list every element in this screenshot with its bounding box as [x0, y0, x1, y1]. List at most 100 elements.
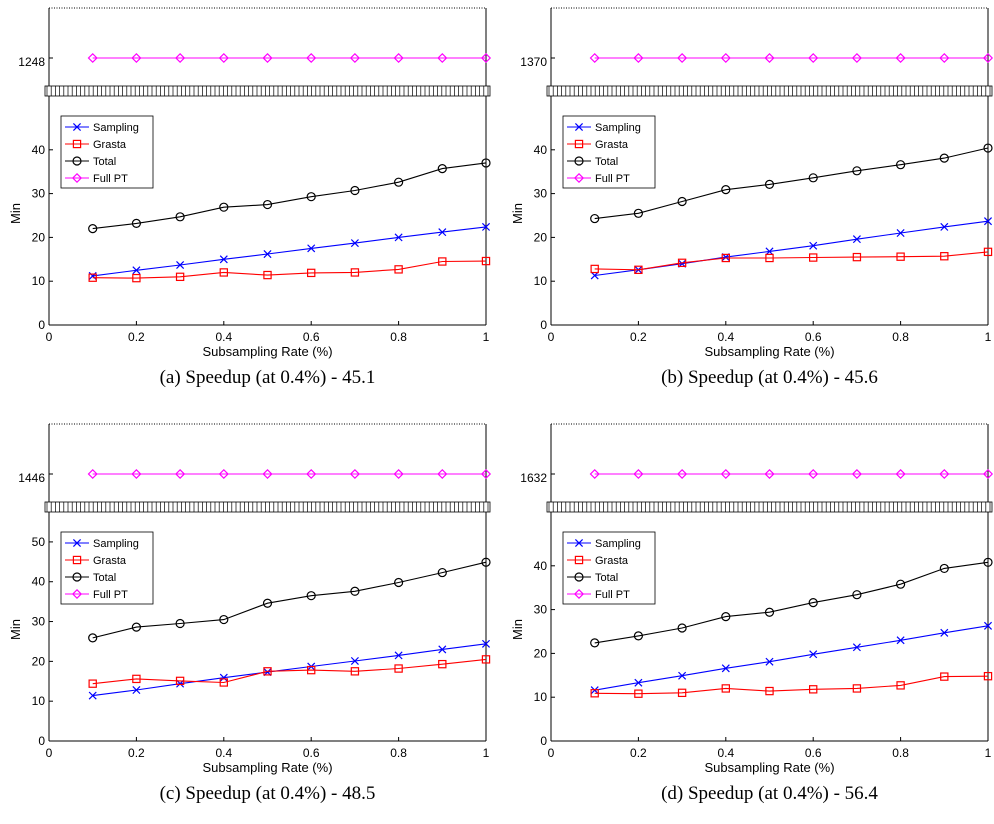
x-axis-label: Subsampling Rate (%) — [704, 760, 834, 775]
data-point — [677, 688, 687, 698]
subfigure-caption: (d) Speedup (at 0.4%) - 56.4 — [661, 783, 878, 804]
data-point — [896, 228, 905, 238]
data-point — [481, 222, 491, 231]
data-point — [437, 52, 448, 64]
x-tick-label: 0.8 — [390, 330, 407, 344]
data-point — [895, 52, 906, 64]
data-point — [983, 143, 993, 153]
legend-marker — [573, 172, 585, 184]
series-line — [594, 625, 989, 691]
series-grasta — [590, 671, 993, 698]
data-point — [809, 685, 818, 694]
y-tick-label: 0 — [540, 318, 547, 332]
data-point — [983, 217, 993, 226]
series-grasta — [88, 655, 491, 688]
data-point — [939, 468, 950, 480]
series-full-pt — [589, 468, 994, 480]
data-point — [263, 270, 272, 280]
data-point — [677, 196, 687, 207]
data-point — [262, 468, 273, 480]
x-tick-label: 0.6 — [303, 330, 320, 344]
data-point — [983, 621, 993, 630]
data-point — [480, 52, 492, 64]
legend: Sampling Grasta Total Full PT — [60, 115, 154, 189]
data-point — [350, 586, 360, 596]
data-point — [481, 557, 491, 567]
x-tick-label: 0.2 — [630, 746, 647, 760]
legend: Sampling Grasta Total Full PT — [60, 531, 154, 605]
data-point — [394, 577, 404, 588]
data-point — [765, 657, 774, 666]
data-point — [132, 266, 141, 275]
axis-break — [546, 85, 993, 97]
y-tick-label: 30 — [534, 187, 548, 201]
x-tick-label: 0 — [46, 746, 53, 760]
y-tick-label: 20 — [32, 230, 46, 244]
data-point — [677, 258, 687, 268]
series-sampling — [590, 217, 993, 280]
y-tick-label: 0 — [38, 734, 45, 748]
data-point — [88, 224, 98, 234]
legend-label: Total — [595, 156, 618, 168]
data-point — [88, 691, 97, 700]
data-point — [350, 239, 359, 248]
y-tick-label: 30 — [32, 187, 46, 201]
x-tick-label: 0.2 — [128, 746, 145, 760]
y-tick-label: 10 — [534, 690, 548, 704]
data-point — [480, 468, 492, 480]
data-point — [939, 563, 949, 574]
x-tick-label: 0.6 — [805, 330, 822, 344]
x-tick-label: 1 — [985, 746, 992, 760]
legend-label: Sampling — [93, 538, 139, 550]
data-point — [982, 52, 994, 64]
data-point — [350, 656, 359, 665]
data-point — [764, 468, 775, 480]
break-value-label: 1370 — [520, 55, 547, 69]
x-tick-label: 0.4 — [215, 746, 232, 760]
legend-label: Grasta — [595, 139, 629, 151]
data-point — [394, 177, 404, 187]
x-tick-label: 0 — [46, 330, 53, 344]
data-point — [307, 268, 316, 278]
y-tick-label: 10 — [32, 274, 46, 288]
series-grasta — [590, 247, 993, 275]
data-point — [721, 253, 730, 263]
data-point — [808, 597, 818, 608]
y-axis-label: Min — [8, 203, 23, 224]
data-point — [481, 655, 491, 664]
y-axis-label: Min — [510, 203, 525, 224]
data-point — [764, 607, 775, 617]
data-point — [896, 636, 905, 645]
y-tick-label: 40 — [534, 143, 548, 157]
x-tick-label: 0 — [548, 746, 555, 760]
legend-marker — [574, 156, 584, 166]
data-point — [896, 579, 906, 589]
data-point — [940, 628, 949, 637]
data-point — [808, 173, 818, 183]
data-point — [677, 623, 687, 633]
data-point — [940, 222, 949, 231]
data-point — [132, 674, 141, 684]
y-tick-label: 40 — [32, 575, 46, 589]
legend-marker — [574, 122, 584, 132]
legend: Sampling Grasta Total Full PT — [562, 531, 656, 605]
x-tick-label: 0.2 — [630, 330, 647, 344]
legend-marker — [72, 572, 82, 582]
legend-marker — [72, 156, 82, 166]
data-point — [350, 667, 360, 676]
data-point — [852, 643, 861, 652]
data-point — [852, 252, 862, 262]
series-sampling — [88, 222, 491, 280]
data-point — [87, 468, 98, 480]
x-axis-label: Subsampling Rate (%) — [704, 344, 834, 359]
data-point — [634, 678, 643, 687]
y-tick-label: 30 — [534, 603, 548, 617]
legend-label: Full PT — [595, 173, 630, 185]
break-value-label: 1632 — [520, 471, 547, 485]
data-point — [132, 273, 141, 283]
series-line — [92, 260, 487, 279]
series-full-pt — [589, 52, 994, 64]
x-tick-label: 1 — [483, 330, 490, 344]
